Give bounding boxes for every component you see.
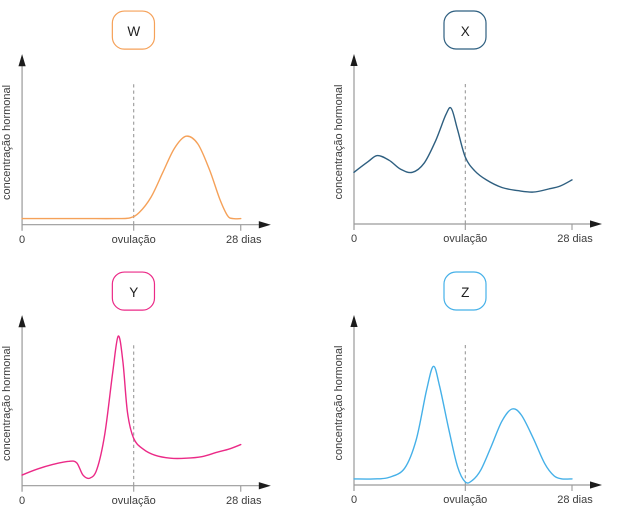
hormone-curve-z: [353, 365, 573, 484]
x-axis-arrow-icon: [258, 482, 271, 490]
hormone-curve-w: [21, 135, 242, 220]
x-axis-label-ovulacao: ovulação: [112, 495, 156, 507]
x-axis-label-28dias: 28 dias: [226, 495, 262, 507]
badge-letter-x: X: [461, 24, 470, 39]
chart-panel-z: Z concentração hormonal 0 ovulação 28 di…: [333, 271, 602, 506]
badge-letter-z: Z: [461, 285, 469, 300]
x-axis-label-0: 0: [351, 233, 357, 245]
y-axis-arrow-icon: [18, 54, 26, 67]
x-axis-label-28dias: 28 dias: [226, 234, 262, 246]
badge-frame-w: [111, 10, 156, 50]
y-axis-label: concentração hormonal: [333, 346, 345, 461]
panel-content: Z concentração hormonal 0 ovulação 28 di…: [333, 271, 602, 506]
x-axis-arrow-icon: [590, 481, 602, 489]
x-axis-label-28dias: 28 dias: [557, 233, 593, 245]
badge-letter-w: W: [127, 24, 140, 39]
chart-panel-w: W concentração hormonal 0 ovulação 28 di…: [1, 10, 271, 246]
badge-frame-x: [443, 10, 487, 50]
badge-frame-y: [111, 271, 156, 311]
y-axis-arrow-icon: [350, 54, 358, 66]
x-axis-label-0: 0: [19, 495, 25, 507]
x-axis-label-ovulacao: ovulação: [112, 234, 156, 246]
panel-content: Y concentração hormonal 0 ovulação 28 di…: [1, 271, 271, 507]
badge-letter-y: Y: [129, 285, 138, 300]
y-axis-label: concentração hormonal: [333, 85, 345, 200]
y-axis-label: concentração hormonal: [1, 85, 13, 200]
y-axis-arrow-icon: [350, 315, 358, 327]
badge-frame-z: [443, 271, 487, 311]
y-axis-arrow-icon: [18, 315, 26, 328]
x-axis-arrow-icon: [590, 220, 602, 228]
hormone-curve-y: [21, 335, 242, 480]
x-axis-label-ovulacao: ovulação: [443, 494, 487, 506]
x-axis-arrow-icon: [258, 221, 271, 229]
y-axis-label: concentração hormonal: [1, 346, 13, 461]
chart-panel-y: Y concentração hormonal 0 ovulação 28 di…: [1, 271, 271, 507]
x-axis-label-28dias: 28 dias: [557, 494, 593, 506]
x-axis-label-0: 0: [351, 494, 357, 506]
chart-panel-x: X concentração hormonal 0 ovulação 28 di…: [333, 10, 602, 245]
x-axis-label-ovulacao: ovulação: [443, 233, 487, 245]
hormone-curve-x: [353, 106, 573, 193]
panel-content: X concentração hormonal 0 ovulação 28 di…: [333, 10, 602, 245]
x-axis-label-0: 0: [19, 234, 25, 246]
panel-content: W concentração hormonal 0 ovulação 28 di…: [1, 10, 271, 246]
